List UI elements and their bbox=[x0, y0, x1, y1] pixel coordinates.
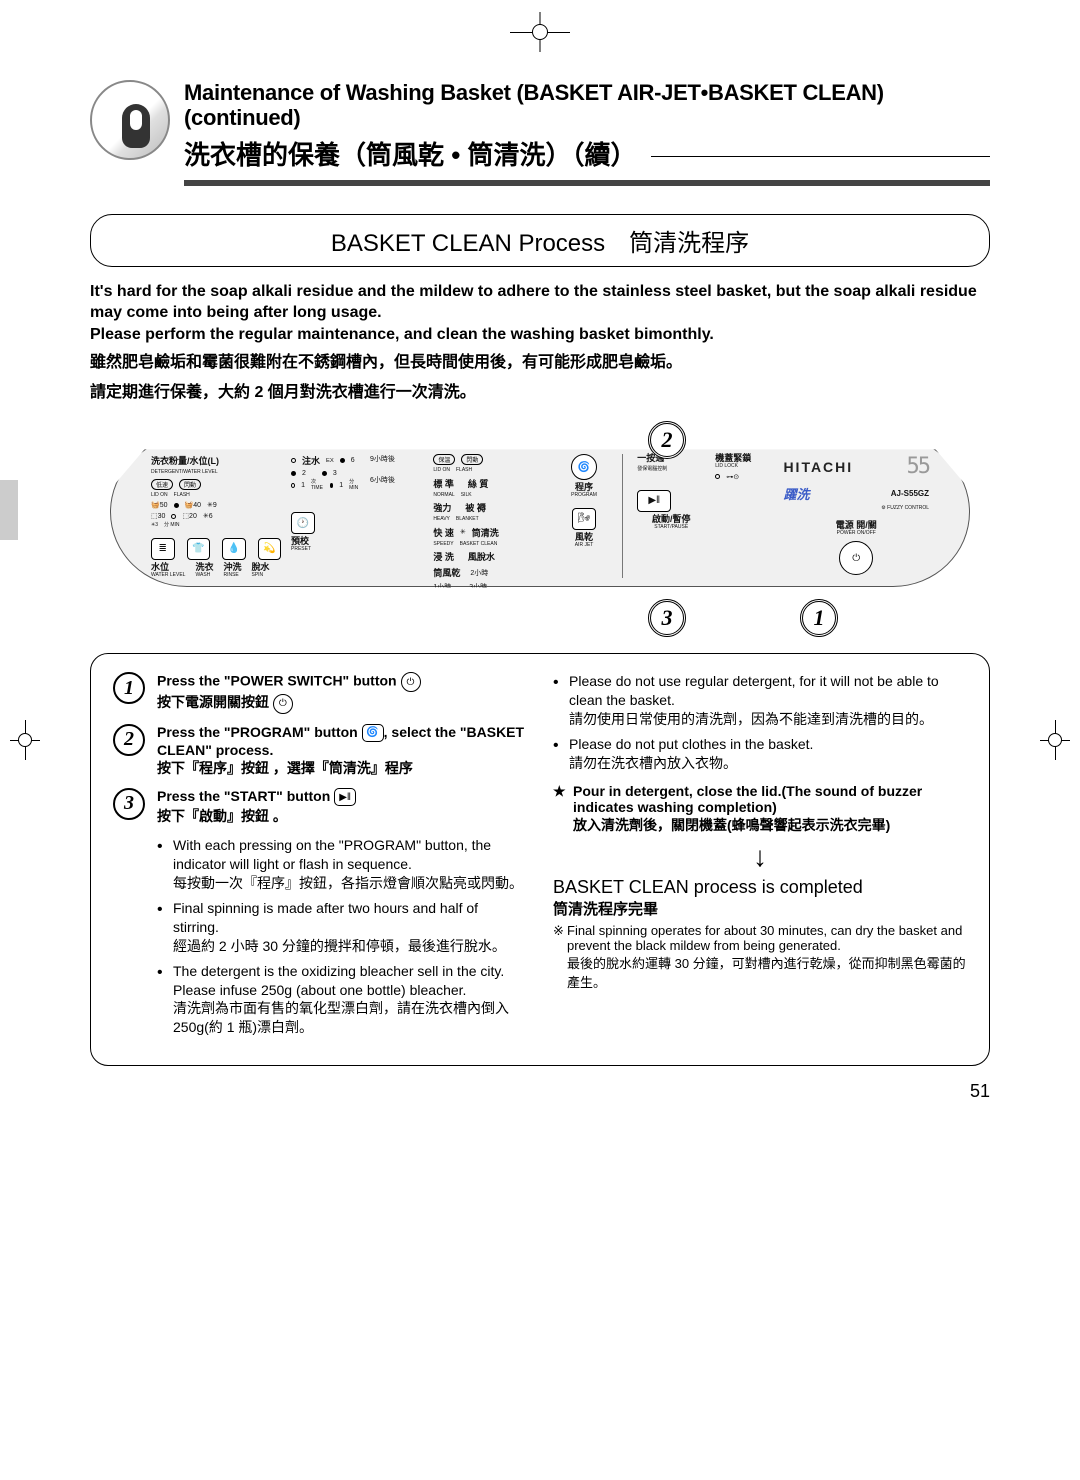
intro-zh-2: 請定期進行保養，大約 2 個月對洗衣槽進行一次清洗。 bbox=[90, 381, 990, 405]
power-icon: ⏻ bbox=[401, 672, 421, 692]
control-panel-figure: 洗衣粉量/水位(L) DETERGENT/WATER LEVEL 低速閃動 LI… bbox=[110, 427, 970, 637]
power-icon: ⏻ bbox=[273, 694, 293, 714]
crop-mark-right bbox=[1040, 710, 1070, 770]
left-bullet-1: With each pressing on the "PROGRAM" butt… bbox=[157, 836, 527, 893]
control-panel: 洗衣粉量/水位(L) DETERGENT/WATER LEVEL 低速閃動 LI… bbox=[110, 437, 970, 587]
left-bullet-3: The detergent is the oxidizing bleacher … bbox=[157, 962, 527, 1038]
start-pause-button[interactable]: ▶‖ bbox=[637, 490, 671, 512]
right-bullet-1: Please do not use regular detergent, for… bbox=[553, 672, 967, 729]
wash-button[interactable]: 👕 bbox=[187, 538, 211, 560]
header-rule bbox=[184, 180, 990, 186]
program-icon: 🌀 bbox=[362, 724, 384, 742]
step-3: 3 Press the "START" button ▶‖ 按下『啟動』按鈕 。 bbox=[113, 788, 527, 826]
program-button[interactable]: 🌀 bbox=[571, 454, 597, 480]
rinse-button[interactable]: 💧 bbox=[222, 538, 246, 560]
title-chinese: 洗衣槽的保養（筒風乾 • 筒清洗）（續） bbox=[184, 135, 990, 172]
page-header: Maintenance of Washing Basket (BASKET AI… bbox=[90, 80, 990, 186]
step-2: 2 Press the "PROGRAM" button 🌀, select t… bbox=[113, 724, 527, 778]
washer-logo-icon bbox=[90, 80, 170, 160]
step-number-2: 2 bbox=[113, 724, 145, 756]
right-bullet-2: Please do not put clothes in the basket.… bbox=[553, 735, 967, 773]
margin-gray-band bbox=[0, 480, 18, 540]
start-icon: ▶‖ bbox=[334, 788, 356, 806]
step-number-1: 1 bbox=[113, 672, 145, 704]
intro-en-1: It's hard for the soap alkali residue an… bbox=[90, 281, 990, 324]
footnote: Final spinning operates for about 30 min… bbox=[553, 923, 967, 991]
crop-mark-top bbox=[510, 20, 570, 45]
crop-mark-left bbox=[10, 710, 40, 770]
spin-button[interactable]: 💫 bbox=[258, 538, 282, 560]
left-bullet-2: Final spinning is made after two hours a… bbox=[157, 899, 527, 956]
step-number-3: 3 bbox=[113, 788, 145, 820]
page-content: Maintenance of Washing Basket (BASKET AI… bbox=[90, 80, 990, 1066]
preset-button[interactable]: 🕐 bbox=[291, 512, 315, 534]
air-jet-button[interactable]: 🌬 bbox=[572, 508, 596, 530]
section-heading: BASKET CLEAN Process 筒清洗程序 bbox=[90, 214, 990, 267]
callout-3: 3 bbox=[648, 599, 686, 637]
brand-label: HITACHI bbox=[783, 459, 853, 475]
instructions-box: 1 Press the "POWER SWITCH" button ⏻ 按下電源… bbox=[90, 653, 990, 1066]
instructions-right: Please do not use regular detergent, for… bbox=[553, 672, 967, 1043]
water-level-button[interactable]: ≣ bbox=[151, 538, 175, 560]
intro-zh-1: 雖然肥皂鹼垢和霉菌很難附在不銹鋼槽內，但長時間使用後，有可能形成肥皂鹼垢。 bbox=[90, 351, 990, 375]
complete-en: BASKET CLEAN process is completed bbox=[553, 877, 967, 898]
intro-en-2: Please perform the regular maintenance, … bbox=[90, 324, 990, 346]
page-number: 51 bbox=[970, 1081, 990, 1102]
left-bullets: With each pressing on the "PROGRAM" butt… bbox=[157, 836, 527, 1037]
title-block: Maintenance of Washing Basket (BASKET AI… bbox=[184, 80, 990, 186]
title-underline bbox=[651, 156, 990, 157]
right-bullets: Please do not use regular detergent, for… bbox=[553, 672, 967, 772]
star-instruction: Pour in detergent, close the lid.(The so… bbox=[553, 783, 967, 835]
callout-1: 1 bbox=[800, 599, 838, 637]
complete-zh: 筒清洗程序完畢 bbox=[553, 898, 967, 919]
power-switch-button[interactable]: ⏻ bbox=[839, 541, 873, 575]
title-english: Maintenance of Washing Basket (BASKET AI… bbox=[184, 80, 990, 131]
arrow-down-icon: ↓ bbox=[553, 841, 967, 873]
instructions-left: 1 Press the "POWER SWITCH" button ⏻ 按下電源… bbox=[113, 672, 527, 1043]
step-1: 1 Press the "POWER SWITCH" button ⏻ 按下電源… bbox=[113, 672, 527, 713]
